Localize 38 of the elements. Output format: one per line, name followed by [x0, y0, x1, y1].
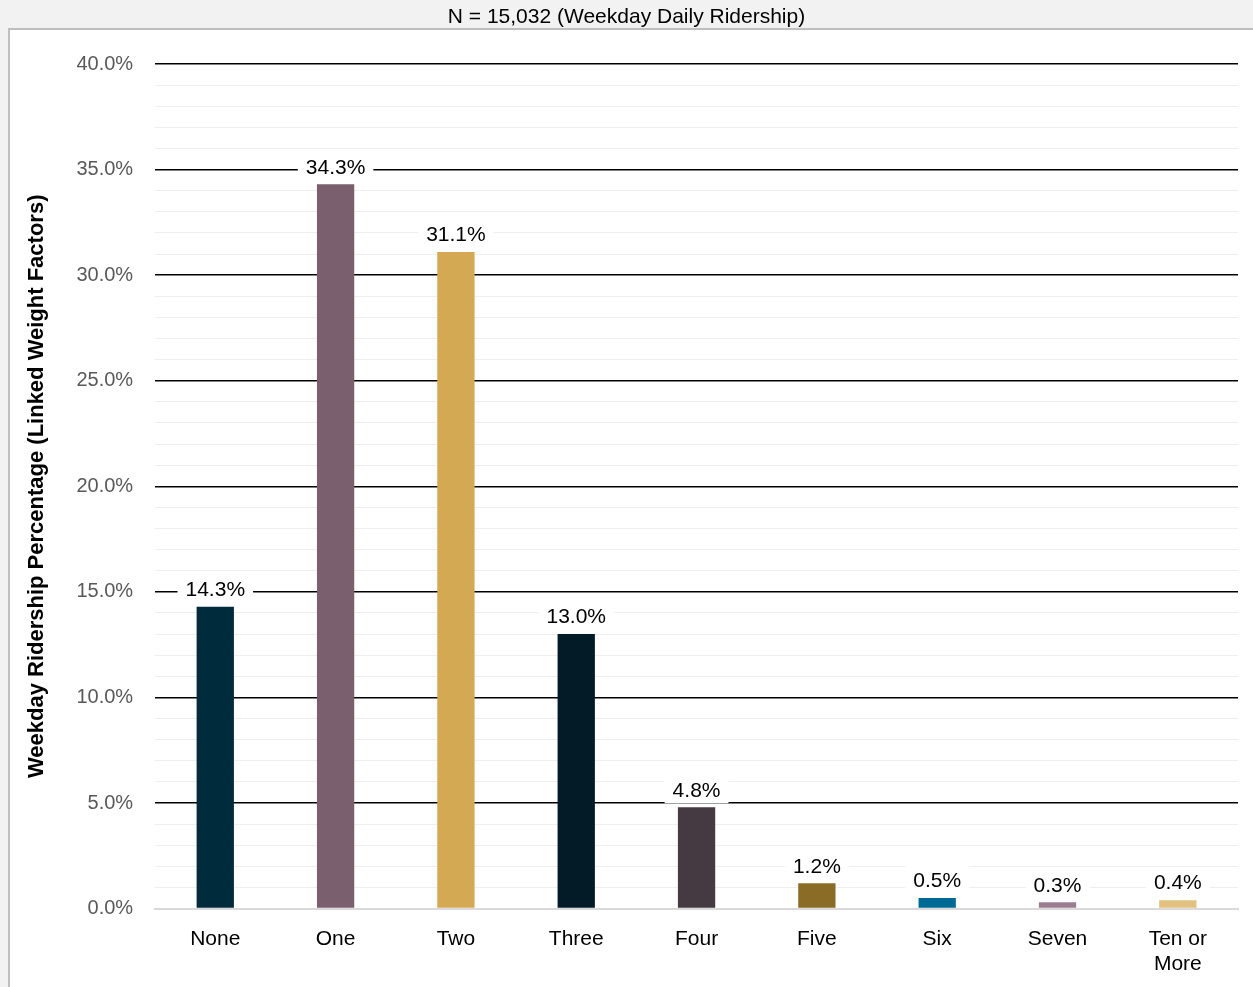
x-tick-label: Three: [548, 926, 604, 949]
data-label: 0.4%: [1153, 870, 1202, 894]
y-axis-title: Weekday Ridership Percentage (Linked Weight Factors): [23, 194, 49, 779]
data-label: 1.2%: [792, 853, 841, 877]
data-label: 0.3%: [1033, 872, 1082, 896]
chart-title: N = 15,032 (Weekday Daily Ridership): [446, 4, 807, 28]
y-tick-label: 30.0%: [76, 262, 134, 285]
x-tick-label: Seven: [1027, 926, 1088, 949]
bar: [1159, 900, 1197, 908]
bar: [798, 883, 836, 908]
data-label: 4.8%: [672, 777, 721, 801]
y-tick-label: 5.0%: [87, 790, 134, 813]
x-tick-label: Two: [436, 926, 476, 949]
y-tick-label: 15.0%: [76, 579, 134, 602]
bar: [557, 634, 595, 908]
bar: [437, 251, 475, 908]
data-label: 31.1%: [426, 222, 486, 246]
bar: [316, 184, 355, 908]
data-label: 0.5%: [913, 868, 962, 892]
bar: [677, 807, 716, 908]
y-tick-label: 40.0%: [76, 51, 134, 74]
bar: [918, 898, 956, 908]
data-label: 14.3%: [185, 576, 246, 600]
x-tick-label: Ten or More: [1148, 926, 1208, 975]
x-tick-label: One: [315, 926, 356, 949]
x-tick-label: Six: [922, 926, 953, 949]
data-label: 34.3%: [305, 154, 366, 178]
y-tick-label: 10.0%: [76, 684, 134, 707]
bar: [1038, 902, 1077, 908]
data-label: 13.0%: [546, 604, 607, 628]
x-tick-label: Four: [674, 926, 719, 949]
bar: [196, 606, 234, 908]
y-tick-label: 20.0%: [76, 473, 134, 496]
y-tick-label: 25.0%: [76, 368, 134, 391]
x-tick-label: None: [190, 926, 241, 949]
x-tick-label: Five: [797, 926, 837, 949]
y-tick-label: 35.0%: [76, 157, 134, 180]
y-tick-label: 0.0%: [87, 896, 134, 919]
